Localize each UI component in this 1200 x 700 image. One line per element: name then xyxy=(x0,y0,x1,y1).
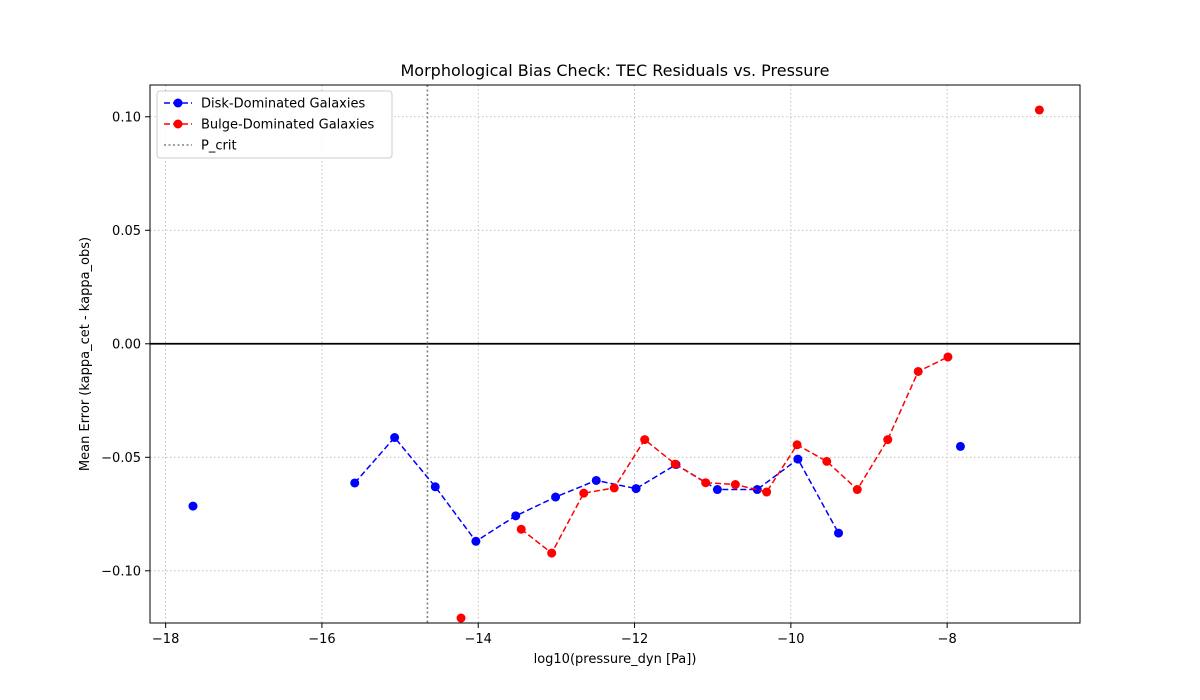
y-axis: −0.10 −0.05 0.00 0.05 0.10 xyxy=(101,110,150,579)
y-axis-label: Mean Error (kappa_cet - kappa_obs) xyxy=(78,237,93,471)
legend-marker xyxy=(173,98,183,108)
legend-box xyxy=(156,90,393,159)
x-axis-label: log10(pressure_dyn [Pa]) xyxy=(534,652,697,667)
data-point xyxy=(792,440,802,450)
x-tick-label: −18 xyxy=(152,632,179,647)
data-point xyxy=(712,485,722,495)
data-point xyxy=(188,501,198,511)
data-point xyxy=(631,484,641,494)
series-bulge xyxy=(456,105,1044,623)
data-point xyxy=(516,524,526,534)
legend-item: P_crit xyxy=(164,139,237,154)
data-point xyxy=(701,478,711,488)
y-tick-label: −0.10 xyxy=(101,564,141,579)
data-point xyxy=(350,478,360,488)
data-point xyxy=(752,485,762,495)
data-point xyxy=(579,488,589,498)
legend-label: Bulge-Dominated Galaxies xyxy=(201,118,375,133)
legend: Disk-Dominated Galaxies Bulge-Dominated G… xyxy=(156,90,393,159)
y-tick-label: 0.10 xyxy=(112,110,141,125)
data-point xyxy=(913,366,923,376)
reference-lines xyxy=(150,85,1080,623)
y-tick-label: 0.05 xyxy=(112,224,141,239)
legend-item: Disk-Dominated Galaxies xyxy=(164,97,365,112)
data-point xyxy=(547,548,557,558)
data-point xyxy=(609,483,619,493)
x-tick-label: −12 xyxy=(621,632,648,647)
plot-area-background xyxy=(150,85,1080,623)
series-disk xyxy=(188,433,965,546)
data-point xyxy=(591,475,601,485)
data-point xyxy=(793,454,803,464)
y-tick-label: 0.00 xyxy=(112,337,141,352)
chart-title: Morphological Bias Check: TEC Residuals … xyxy=(401,61,830,80)
data-point xyxy=(390,433,400,443)
legend-label: Disk-Dominated Galaxies xyxy=(201,97,365,112)
data-point xyxy=(511,511,521,521)
series xyxy=(188,105,1044,623)
data-point xyxy=(762,487,772,497)
data-point xyxy=(852,485,862,495)
x-tick-label: −14 xyxy=(465,632,492,647)
plot-area-frame xyxy=(149,84,1081,624)
data-point xyxy=(730,480,740,490)
x-tick-label: −10 xyxy=(777,632,804,647)
data-point xyxy=(670,459,680,469)
x-axis: −18 −16 −14 −12 −10 −8 xyxy=(152,623,957,647)
data-point xyxy=(471,536,481,546)
y-tick-label: −0.05 xyxy=(101,451,141,466)
data-point xyxy=(551,492,561,502)
x-tick-label: −16 xyxy=(308,632,335,647)
legend-item: Bulge-Dominated Galaxies xyxy=(164,118,375,133)
data-point xyxy=(1034,105,1044,115)
data-point xyxy=(430,482,440,492)
data-point xyxy=(883,435,893,445)
x-tick-label: −8 xyxy=(938,632,957,647)
data-point xyxy=(456,613,466,623)
data-point xyxy=(834,528,844,538)
legend-label: P_crit xyxy=(201,139,237,154)
data-point xyxy=(955,441,965,451)
data-point xyxy=(822,456,832,466)
data-point xyxy=(640,435,650,445)
legend-marker xyxy=(173,119,183,129)
data-point xyxy=(943,352,953,362)
